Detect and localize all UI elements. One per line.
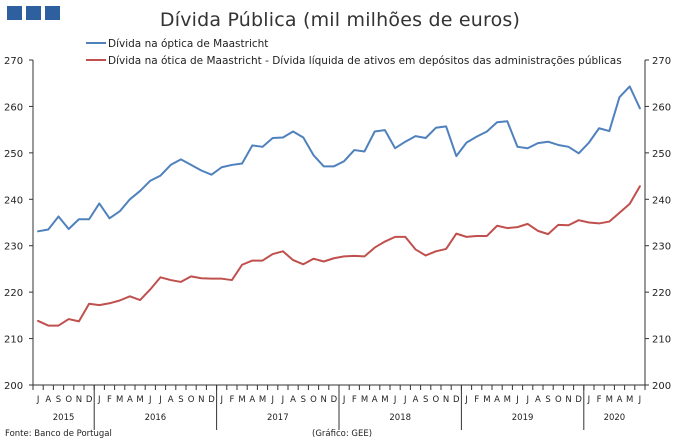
x-month-label: J (158, 395, 162, 405)
logo-block-3 (45, 6, 60, 20)
x-month-label: N (321, 395, 327, 405)
x-month-label: S (56, 395, 61, 405)
x-month-label: A (290, 395, 296, 405)
x-month-label: F (107, 395, 112, 405)
x-month-label: J (270, 395, 274, 405)
source-note: Fonte: Banco de Portugal (5, 429, 112, 439)
x-month-label: J (403, 395, 407, 405)
logo-block-2 (26, 6, 41, 20)
x-month-label: M (136, 395, 143, 405)
x-month-label: J (36, 395, 40, 405)
x-month-label: O (555, 395, 562, 405)
x-month-label: A (494, 395, 500, 405)
y-tick-label-left: 210 (4, 335, 23, 346)
x-month-label: N (565, 395, 571, 405)
x-month-label: D (453, 395, 460, 405)
x-month-label: F (597, 395, 602, 405)
y-tick-label-right: 240 (652, 195, 671, 206)
x-month-label: M (259, 395, 266, 405)
x-month-label: D (575, 395, 582, 405)
x-month-label: M (504, 395, 511, 405)
y-tick-label-left: 230 (4, 242, 23, 253)
y-tick-label-right: 220 (652, 288, 671, 299)
x-month-label: M (483, 395, 490, 405)
y-tick-label-right: 230 (652, 242, 671, 253)
y-tick-label-left: 270 (4, 56, 23, 67)
x-month-label: M (361, 395, 368, 405)
x-year-label: 2020 (604, 413, 626, 423)
logo-block-1 (7, 6, 22, 20)
x-month-label: J (393, 395, 397, 405)
x-month-label: J (342, 395, 346, 405)
x-year-label: 2017 (267, 413, 289, 423)
x-month-label: J (515, 395, 519, 405)
legend-label-maastricht: Dívida na óptica de Maastricht (108, 38, 268, 50)
y-tick-label-right: 260 (652, 102, 671, 113)
x-year-label: 2018 (389, 413, 411, 423)
x-month-label: A (168, 395, 174, 405)
y-tick-label-right: 250 (652, 149, 671, 160)
x-month-label: D (208, 395, 215, 405)
y-tick-label-left: 200 (4, 381, 23, 392)
x-month-label: D (86, 395, 93, 405)
x-month-label: O (433, 395, 440, 405)
x-month-label: J (219, 395, 223, 405)
x-month-label: N (443, 395, 449, 405)
y-tick-label-left: 250 (4, 149, 23, 160)
x-month-label: A (413, 395, 419, 405)
x-month-label: J (587, 395, 591, 405)
x-month-label: A (535, 395, 541, 405)
x-month-label: F (229, 395, 234, 405)
credit-note: (Gráfico: GEE) (312, 429, 373, 439)
x-month-label: S (178, 395, 183, 405)
y-tick-label-right: 210 (652, 335, 671, 346)
x-month-label: A (45, 395, 51, 405)
x-month-label: N (198, 395, 204, 405)
x-month-label: J (97, 395, 101, 405)
x-month-label: J (148, 395, 152, 405)
chart-title: Dívida Pública (mil milhões de euros) (159, 9, 521, 31)
x-year-label: 2016 (145, 413, 167, 423)
x-month-label: A (249, 395, 255, 405)
y-tick-label-right: 200 (652, 381, 671, 392)
x-month-label: O (65, 395, 72, 405)
x-month-label: S (301, 395, 306, 405)
x-month-label: M (238, 395, 245, 405)
y-tick-label-right: 270 (652, 56, 671, 67)
y-tick-label-left: 240 (4, 195, 23, 206)
x-year-label: 2019 (512, 413, 534, 423)
x-month-label: S (545, 395, 550, 405)
x-month-label: J (281, 395, 285, 405)
series-lines (37, 85, 641, 327)
x-month-label: A (617, 395, 623, 405)
x-year-label: 2015 (53, 413, 75, 423)
series-line-maastricht (37, 85, 641, 233)
y-tick-label-left: 260 (4, 102, 23, 113)
x-month-label: J (638, 395, 642, 405)
x-month-label: N (76, 395, 82, 405)
x-month-label: M (606, 395, 613, 405)
x-month-label: M (116, 395, 123, 405)
x-month-label: O (188, 395, 195, 405)
x-month-label: F (474, 395, 479, 405)
x-month-label: J (525, 395, 529, 405)
x-month-label: J (464, 395, 468, 405)
x-month-label: M (626, 395, 633, 405)
series-line-net-debt (37, 185, 641, 327)
x-month-label: F (352, 395, 357, 405)
x-month-label: O (310, 395, 317, 405)
legend-label-net-debt: Dívida na ótica de Maastricht - Dívida l… (108, 55, 622, 67)
axes: 200 200 210 210 220 220 230 230 240 240 250 250 260 2… (4, 56, 671, 430)
x-month-label: S (423, 395, 428, 405)
x-month-label: A (372, 395, 378, 405)
x-month-label: M (381, 395, 388, 405)
y-tick-label-left: 220 (4, 288, 23, 299)
x-month-label: D (331, 395, 338, 405)
legend: Dívida na óptica de Maastricht Dívida na… (86, 38, 622, 67)
x-month-label: A (127, 395, 133, 405)
